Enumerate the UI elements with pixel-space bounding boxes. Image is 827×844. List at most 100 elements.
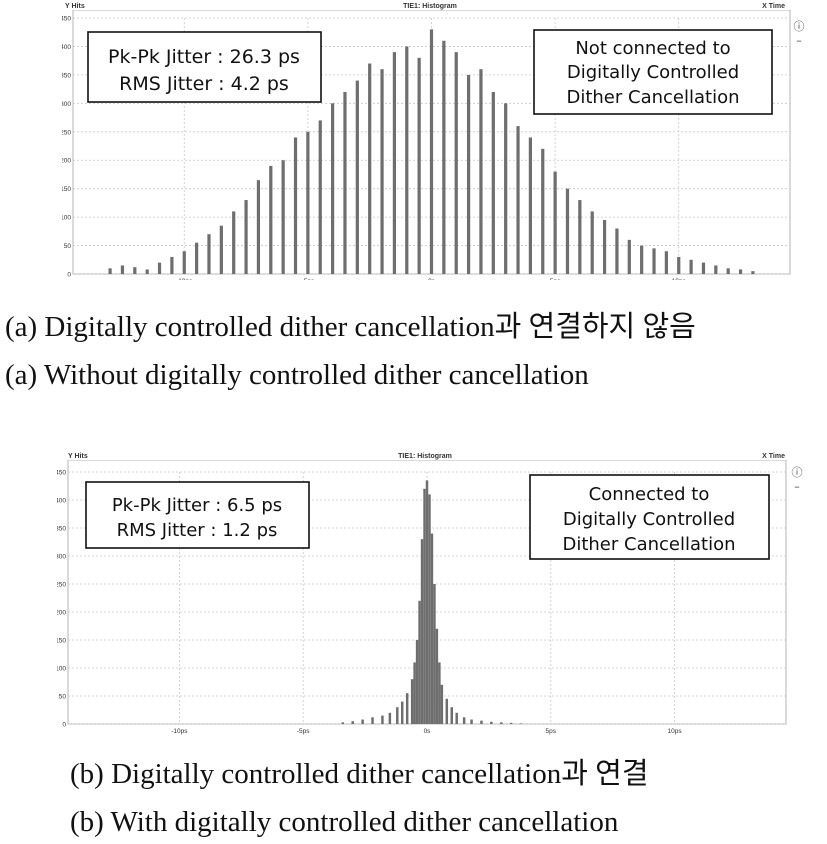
chart-title: TIE1: Histogram: [403, 3, 457, 10]
rms-jitter-label: RMS Jitter : 1.2 ps: [117, 520, 278, 541]
histogram-bar: [281, 160, 285, 274]
histogram-bar: [602, 219, 607, 274]
histogram-bar: [306, 131, 310, 274]
info-icon[interactable]: ⓘ: [794, 20, 805, 33]
histogram-bar: [195, 242, 199, 274]
note-line-1: Connected to: [589, 484, 710, 505]
y-tick-label: 50: [59, 694, 67, 701]
y-tick-label: 400: [57, 498, 66, 505]
histogram-bar: [466, 74, 471, 274]
histogram-bar: [170, 256, 174, 274]
histogram-bar: [445, 698, 449, 724]
histogram-bar: [738, 269, 743, 274]
y-tick-label: 350: [57, 526, 66, 533]
histogram-bar: [420, 539, 424, 724]
x-tick-label: -5ps: [297, 728, 310, 735]
y-tick-label: 450: [62, 16, 71, 23]
histogram-bar: [380, 69, 384, 274]
note-line-3: Dither Cancellation: [566, 87, 739, 108]
histogram-bar: [244, 200, 248, 274]
x-tick-label: 10ps: [668, 728, 683, 735]
histogram-bar: [425, 480, 429, 724]
chart-title: TIE1: Histogram: [398, 453, 452, 460]
histogram-bar: [341, 722, 345, 724]
histogram-bar: [751, 271, 755, 274]
histogram-bar: [269, 165, 273, 274]
histogram-bar: [418, 600, 421, 724]
note-line-2: Digitally Controlled: [567, 62, 739, 83]
y-tick-label: 150: [57, 638, 66, 645]
y-tick-label: 450: [57, 470, 66, 477]
histogram-chart-b: 0 50 100 150 200 250 300 350 400 450 -10ps -5ps 0s 5…: [57, 450, 812, 735]
histogram-bar: [392, 52, 397, 275]
histogram-bar: [417, 57, 421, 275]
histogram-bar: [428, 494, 431, 724]
x-tick-label: -5ps: [302, 278, 315, 280]
histogram-bar: [207, 234, 211, 274]
y-tick-label: 300: [62, 101, 71, 108]
y-tick-label: 250: [62, 129, 71, 136]
histogram-bar: [516, 126, 520, 274]
y-tick-label: 50: [64, 243, 72, 250]
y-axis-label: Y Hits: [68, 453, 88, 460]
histogram-bar: [590, 211, 594, 274]
jitter-stats-box: [85, 481, 310, 549]
header-bar: [62, 0, 812, 10]
histogram-bar: [330, 103, 335, 274]
minus-icon[interactable]: –: [796, 34, 802, 47]
histogram-bar: [726, 268, 730, 274]
histogram-bar: [455, 712, 458, 724]
histogram-bar: [714, 265, 718, 274]
histogram-bar: [470, 719, 473, 724]
minus-icon[interactable]: –: [794, 480, 800, 493]
histogram-bar: [565, 188, 570, 274]
histogram-bar: [293, 137, 298, 274]
histogram-bar: [410, 679, 414, 724]
histogram-bar: [450, 707, 453, 724]
y-tick-label: 350: [62, 72, 71, 79]
histogram-bar: [442, 40, 446, 274]
y-tick-label: 200: [62, 158, 71, 165]
x-tick-label: 5ps: [550, 278, 561, 280]
histogram-bar: [462, 717, 466, 724]
histogram-bar: [430, 533, 434, 724]
y-tick-label: 0: [62, 722, 66, 729]
y-tick-label: 400: [62, 44, 71, 51]
histogram-bar: [401, 701, 404, 724]
connection-note-box: [533, 29, 773, 115]
histogram-bar: [120, 265, 125, 274]
note-line-2: Digitally Controlled: [563, 509, 735, 530]
histogram-bar: [351, 721, 354, 724]
histogram-bar: [415, 640, 419, 724]
caption-a-korean: (a) Digitally controlled dither cancella…: [5, 311, 696, 343]
histogram-bar: [491, 91, 495, 274]
histogram-bar: [652, 248, 656, 274]
y-tick-label: 200: [57, 610, 66, 617]
info-icon[interactable]: ⓘ: [792, 466, 803, 479]
histogram-bar: [368, 63, 372, 275]
pk-pk-jitter-label: Pk-Pk Jitter : 6.5 ps: [112, 495, 282, 516]
x-tick-label: 0s: [428, 278, 436, 280]
histogram-chart-a: 0 50 100 150 200 250 300 350 400 450 -10ps -5ps 0s 5…: [62, 0, 812, 280]
histogram-bar: [519, 723, 523, 724]
histogram-bar: [578, 200, 582, 274]
histogram-bar: [355, 80, 359, 274]
histogram-bar: [541, 148, 545, 274]
histogram-bar: [343, 91, 347, 274]
histogram-bar: [480, 720, 483, 724]
histogram-panel-a: 0 50 100 150 200 250 300 350 400 450 -10ps -5ps 0s 5…: [62, 0, 812, 280]
x-axis-label: X Time: [762, 3, 785, 10]
histogram-bar: [371, 717, 374, 724]
histogram-bar: [440, 684, 444, 724]
caption-b-english: (b) With digitally controlled dither can…: [70, 806, 619, 838]
histogram-bar: [133, 267, 137, 274]
y-axis-label: Y Hits: [65, 3, 85, 10]
histogram-bar: [454, 52, 458, 275]
histogram-bar: [640, 245, 644, 274]
y-tick-label: 100: [62, 215, 71, 222]
note-line-3: Dither Cancellation: [562, 534, 735, 555]
pk-pk-jitter-label: Pk-Pk Jitter : 26.3 ps: [108, 46, 300, 68]
connection-note-box: [529, 474, 770, 560]
histogram-bar: [381, 715, 384, 724]
histogram-bar: [701, 262, 706, 274]
